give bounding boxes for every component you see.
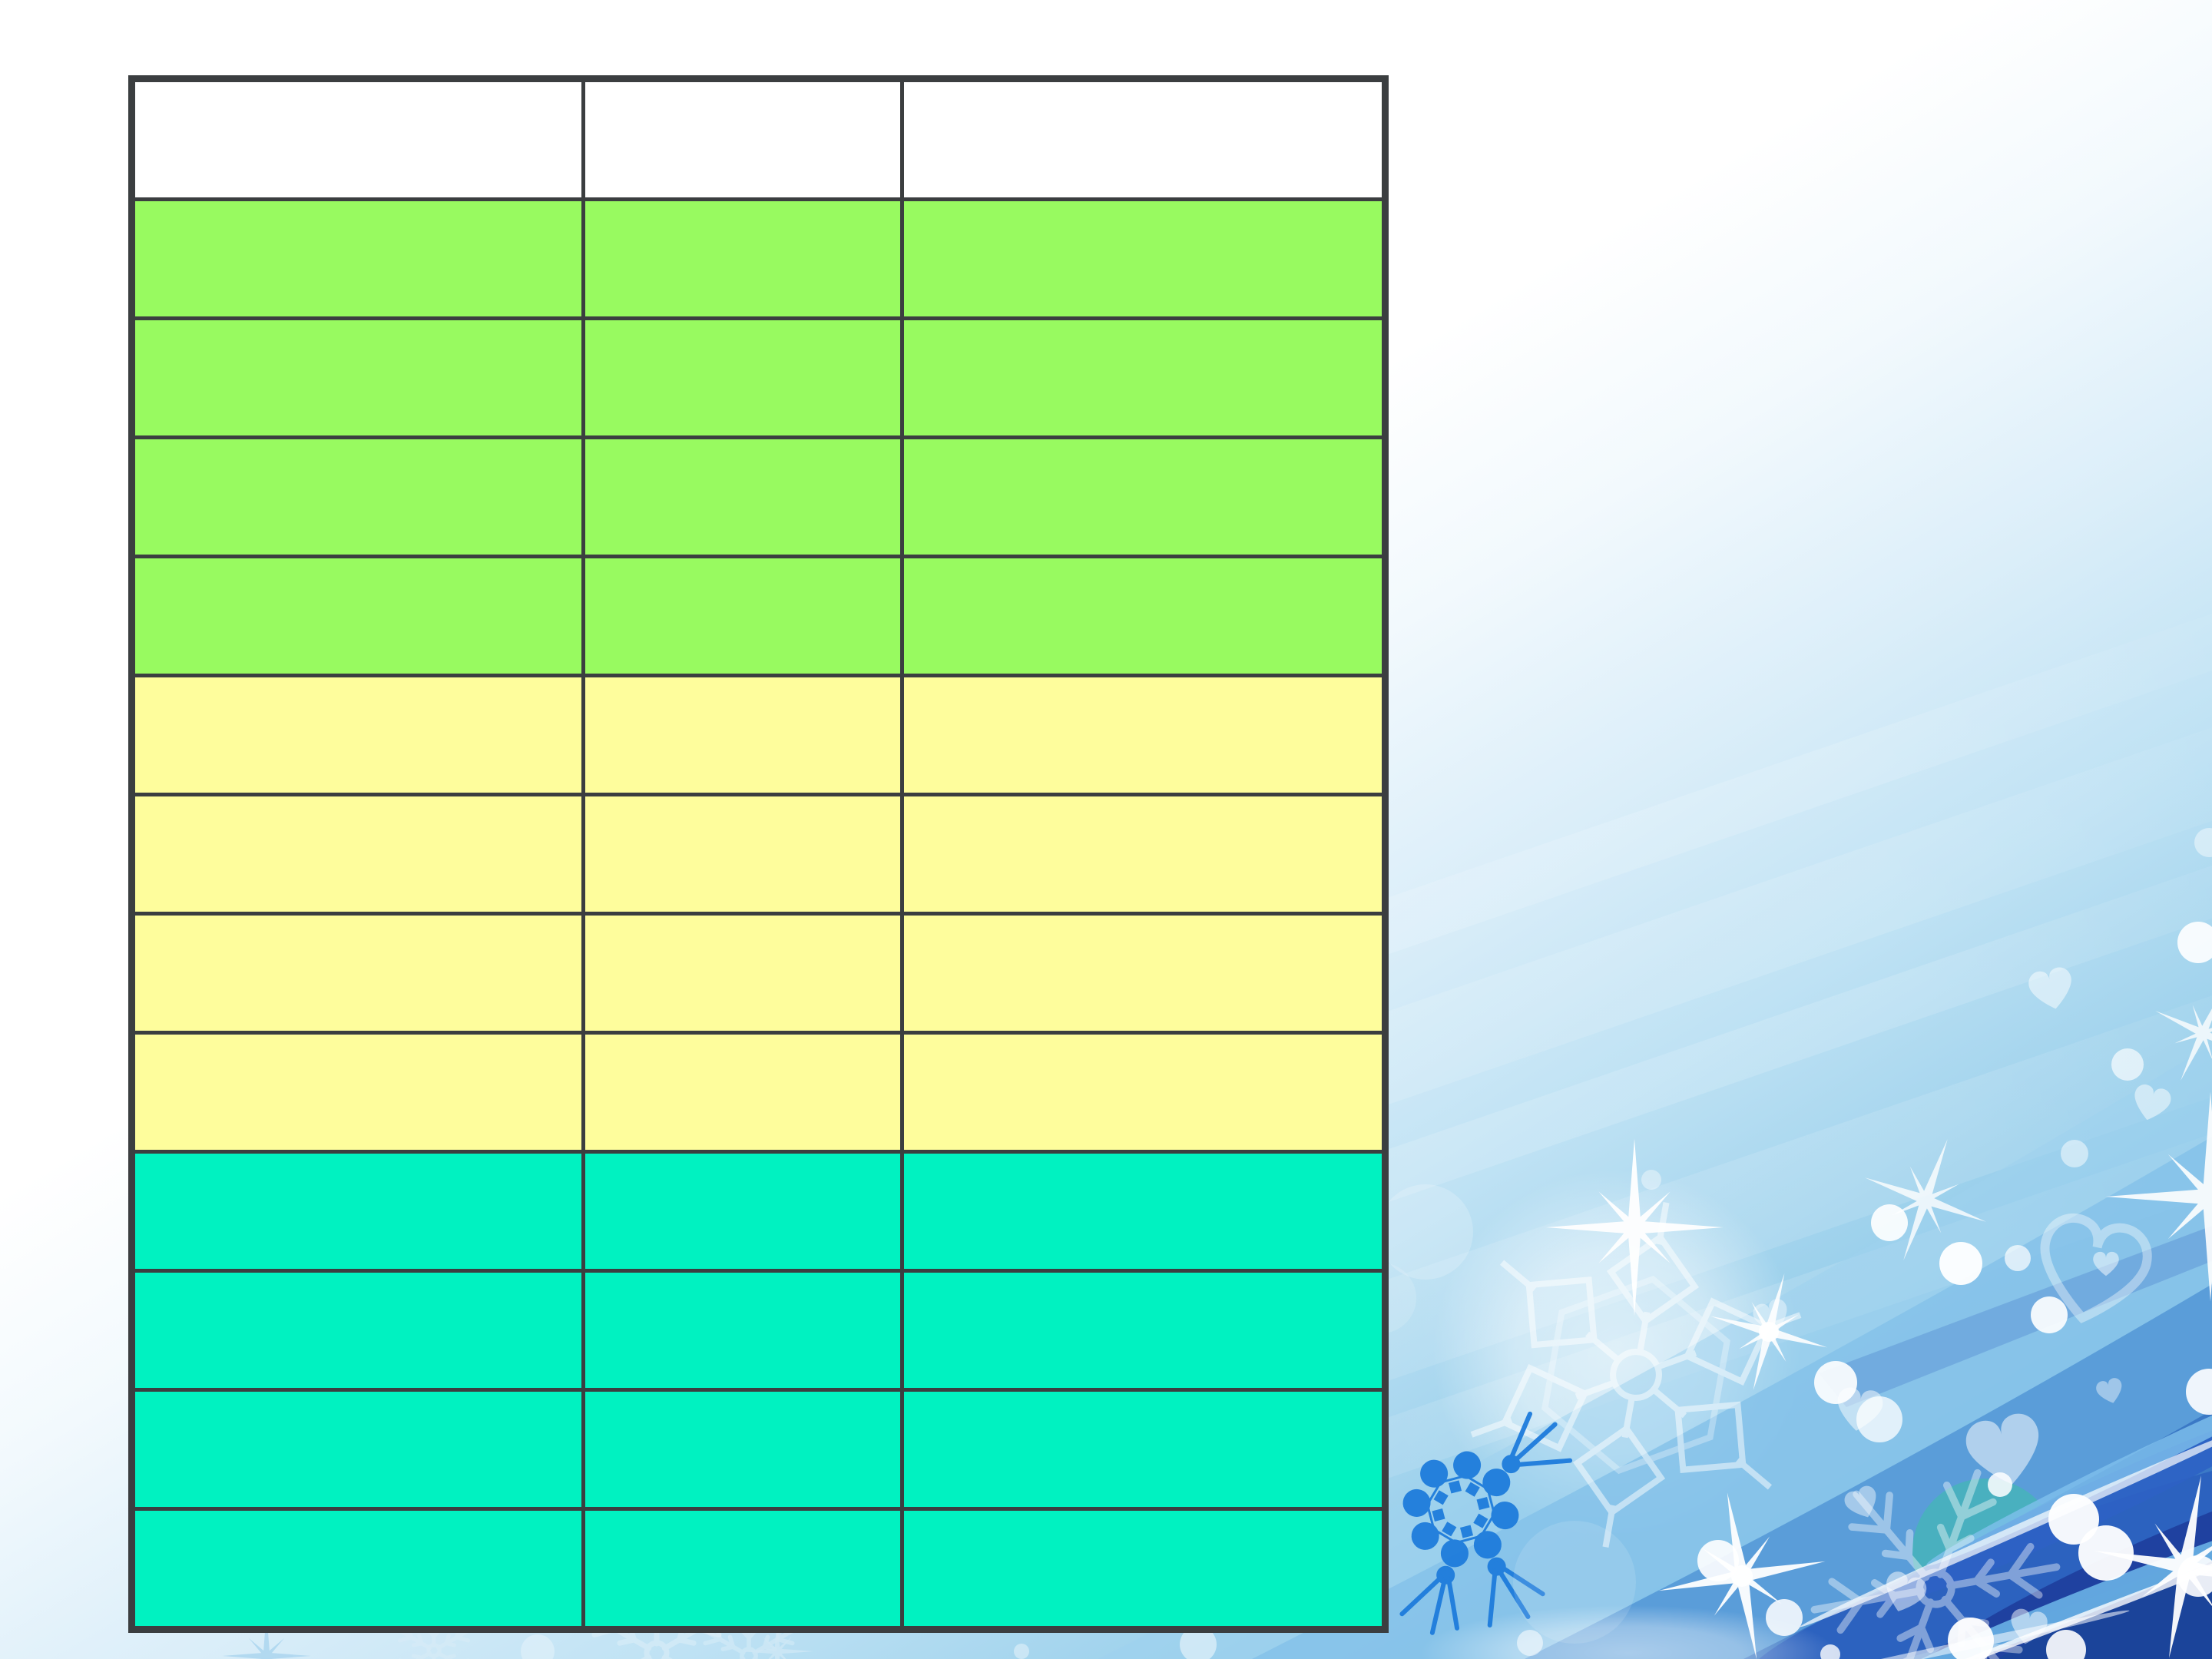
table-cell-r3-c3[interactable] bbox=[904, 439, 1382, 555]
table-cell-r0-c2[interactable] bbox=[585, 82, 905, 197]
bokeh-dot bbox=[1014, 1644, 1029, 1659]
table-cell-r11-c1[interactable] bbox=[135, 1392, 585, 1507]
green-group-row bbox=[135, 558, 1382, 677]
bokeh-dot bbox=[1697, 1540, 1739, 1581]
bokeh-dot bbox=[2061, 1140, 2088, 1167]
green-group-row bbox=[135, 439, 1382, 558]
yellow-group-row bbox=[135, 1035, 1382, 1154]
teal-group-row bbox=[135, 1392, 1382, 1511]
bokeh-dot bbox=[1814, 1361, 1857, 1404]
table-cell-r7-c3[interactable] bbox=[904, 916, 1382, 1031]
table-cell-r11-c2[interactable] bbox=[585, 1392, 905, 1507]
bokeh-dot bbox=[1820, 1644, 1840, 1659]
bokeh-dot bbox=[1939, 1242, 1982, 1285]
bokeh-dot bbox=[2046, 1630, 2086, 1659]
bokeh-dot bbox=[1180, 1626, 1217, 1659]
table-cell-r10-c3[interactable] bbox=[904, 1273, 1382, 1388]
table-cell-r6-c1[interactable] bbox=[135, 796, 585, 912]
table-cell-r4-c3[interactable] bbox=[904, 558, 1382, 674]
table-cell-r2-c1[interactable] bbox=[135, 320, 585, 435]
bokeh-dot bbox=[1871, 1204, 1908, 1241]
table-cell-r7-c1[interactable] bbox=[135, 916, 585, 1031]
table-cell-r4-c2[interactable] bbox=[585, 558, 905, 674]
bokeh-dot bbox=[2005, 1245, 2031, 1271]
table-cell-r10-c1[interactable] bbox=[135, 1273, 585, 1388]
table-cell-r0-c3[interactable] bbox=[904, 82, 1382, 197]
teal-group-row bbox=[135, 1273, 1382, 1392]
table-cell-r11-c3[interactable] bbox=[904, 1392, 1382, 1507]
bokeh-dot bbox=[1641, 1170, 1661, 1190]
table-cell-r9-c2[interactable] bbox=[585, 1154, 905, 1269]
bokeh-dot bbox=[2186, 1369, 2212, 1415]
bokeh-dot bbox=[1948, 1618, 1994, 1659]
table-cell-r9-c3[interactable] bbox=[904, 1154, 1382, 1269]
bokeh-dot bbox=[2177, 1555, 2212, 1597]
green-group-row bbox=[135, 201, 1382, 320]
bokeh-dot bbox=[2194, 828, 2212, 857]
bokeh-dot bbox=[2177, 922, 2212, 963]
bokeh-dot bbox=[1766, 1599, 1803, 1636]
teal-group-row bbox=[135, 1511, 1382, 1626]
table-cell-r12-c1[interactable] bbox=[135, 1511, 585, 1626]
table-cell-r7-c2[interactable] bbox=[585, 916, 905, 1031]
green-group-row bbox=[135, 320, 1382, 439]
data-table bbox=[128, 75, 1389, 1633]
bokeh-dot bbox=[2111, 1048, 2144, 1081]
table-cell-r1-c3[interactable] bbox=[904, 201, 1382, 316]
table-cell-r3-c1[interactable] bbox=[135, 439, 585, 555]
bokeh-dot bbox=[2078, 1525, 2134, 1581]
table-cell-r1-c1[interactable] bbox=[135, 201, 585, 316]
teal-group-row bbox=[135, 1154, 1382, 1273]
table-cell-r5-c2[interactable] bbox=[585, 677, 905, 793]
table-cell-r2-c2[interactable] bbox=[585, 320, 905, 435]
table-cell-r4-c1[interactable] bbox=[135, 558, 585, 674]
bokeh-dot bbox=[521, 1634, 555, 1659]
bokeh-dot bbox=[1513, 1521, 1636, 1644]
table-cell-r9-c1[interactable] bbox=[135, 1154, 585, 1269]
table-cell-r8-c3[interactable] bbox=[904, 1035, 1382, 1150]
table-cell-r1-c2[interactable] bbox=[585, 201, 905, 316]
bokeh-dot bbox=[2031, 1296, 2068, 1333]
table-cell-r12-c2[interactable] bbox=[585, 1511, 905, 1626]
bokeh-dot bbox=[1856, 1396, 1902, 1442]
yellow-group-row bbox=[135, 677, 1382, 796]
table-cell-r0-c1[interactable] bbox=[135, 82, 585, 197]
bokeh-dot bbox=[1378, 1184, 1473, 1280]
table-cell-r8-c2[interactable] bbox=[585, 1035, 905, 1150]
yellow-group-row bbox=[135, 796, 1382, 916]
yellow-group-row bbox=[135, 916, 1382, 1035]
table-cell-r8-c1[interactable] bbox=[135, 1035, 585, 1150]
table-cell-r12-c3[interactable] bbox=[904, 1511, 1382, 1626]
header-row bbox=[135, 82, 1382, 201]
table-cell-r5-c1[interactable] bbox=[135, 677, 585, 793]
table-cell-r10-c2[interactable] bbox=[585, 1273, 905, 1388]
table-cell-r6-c3[interactable] bbox=[904, 796, 1382, 912]
table-cell-r3-c2[interactable] bbox=[585, 439, 905, 555]
table-cell-r5-c3[interactable] bbox=[904, 677, 1382, 793]
bokeh-dot bbox=[2048, 1494, 2099, 1545]
bokeh-dot bbox=[1988, 1472, 2012, 1497]
table-cell-r2-c3[interactable] bbox=[904, 320, 1382, 435]
table-cell-r6-c2[interactable] bbox=[585, 796, 905, 912]
bokeh-dot bbox=[1517, 1630, 1543, 1656]
